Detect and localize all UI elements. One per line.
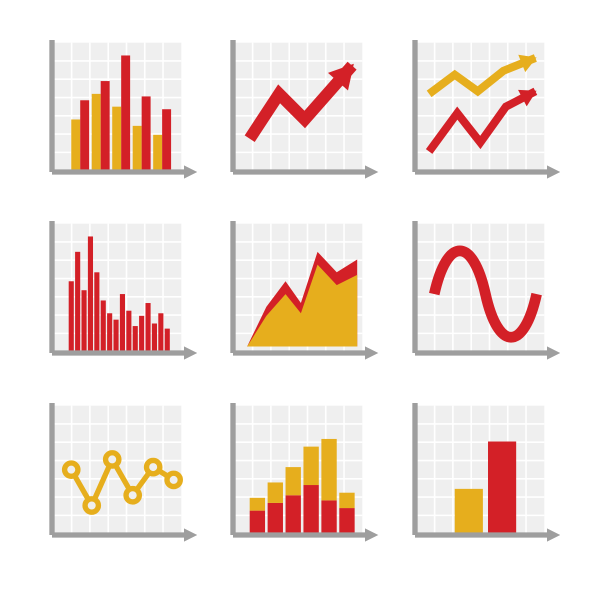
chart-sine: [403, 221, 560, 378]
area-svg: [221, 221, 378, 378]
chart-dual-arrows: [403, 40, 560, 197]
chart-thin-bars: [40, 221, 197, 378]
line-dots-svg: [40, 403, 197, 560]
thin-bars-svg: [40, 221, 197, 378]
chart-grid: [40, 40, 560, 560]
chart-arrow-up: [221, 40, 378, 197]
dual-arrows-svg: [403, 40, 560, 197]
chart-line-dots: [40, 403, 197, 560]
chart-area: [221, 221, 378, 378]
two-bars-svg: [403, 403, 560, 560]
chart-stacked-bars: [221, 403, 378, 560]
sine-svg: [403, 221, 560, 378]
chart-two-bars: [403, 403, 560, 560]
arrow-up-svg: [221, 40, 378, 197]
bar-duo-svg: [40, 40, 197, 197]
chart-bar-duo: [40, 40, 197, 197]
stacked-bars-svg: [221, 403, 378, 560]
